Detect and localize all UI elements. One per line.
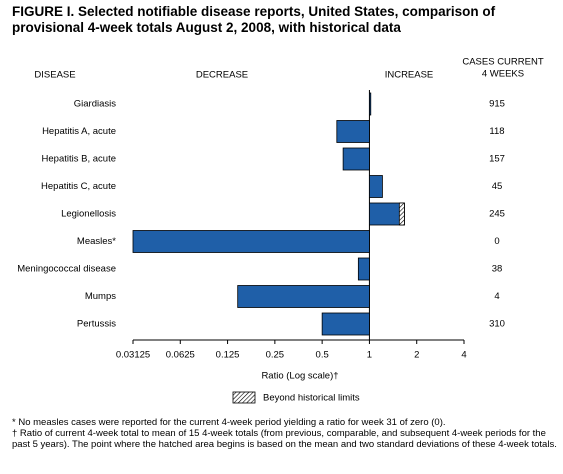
bar (237, 285, 370, 308)
y-tick-label: Hepatitis A, acute (42, 126, 116, 137)
x-tick-label: 0.25 (266, 350, 285, 361)
bar (357, 257, 370, 281)
x-tick-label: 4 (461, 350, 466, 361)
column-header: 4 WEEKS (482, 69, 524, 80)
x-tick-label: 0.5 (316, 350, 329, 361)
bar (321, 312, 370, 336)
y-tick-label: Hepatitis B, acute (42, 154, 116, 165)
y-tick-label: Measles* (77, 236, 116, 247)
y-tick-label: Legionellosis (61, 209, 116, 220)
cases-value: 45 (492, 181, 503, 192)
x-tick-label: 2 (414, 350, 419, 361)
y-tick-label: Mumps (85, 291, 116, 302)
decrease-label: DECREASE (196, 70, 248, 81)
cases-value: 0 (494, 236, 499, 247)
column-header: CASES CURRENT (462, 57, 543, 68)
x-axis-label: Ratio (Log scale)† (261, 371, 338, 382)
cases-value: 4 (494, 291, 499, 302)
beyond-limits (398, 202, 405, 226)
x-tick-label: 0.03125 (116, 350, 150, 361)
footnote: † Ratio of current 4-week total to mean … (12, 428, 557, 450)
y-tick-label: Giardiasis (74, 99, 116, 110)
increase-label: INCREASE (385, 70, 434, 81)
cases-value: 310 (489, 319, 505, 330)
legend-label: Beyond historical limits (263, 393, 360, 404)
x-tick-label: 0.0625 (166, 350, 195, 361)
legend-swatch (232, 391, 256, 404)
bar (132, 230, 370, 253)
x-tick-label: 1 (367, 350, 372, 361)
x-tick-label: 0.125 (216, 350, 240, 361)
chart-title: FIGURE I. Selected notifiable disease re… (12, 4, 496, 35)
cases-value: 38 (492, 264, 503, 275)
bar (336, 120, 370, 143)
y-tick-label: Hepatitis C, acute (41, 181, 116, 192)
y-tick-label: Meningococcal disease (17, 264, 116, 275)
bar (369, 92, 372, 116)
cases-value: 915 (489, 99, 505, 110)
column-header: DISEASE (34, 70, 75, 81)
bar (369, 175, 383, 198)
bar (342, 147, 370, 171)
footnote: * No measles cases were reported for the… (12, 417, 446, 428)
cases-value: 157 (489, 154, 505, 165)
cases-value: 245 (489, 209, 505, 220)
y-tick-label: Pertussis (77, 319, 116, 330)
cases-value: 118 (489, 126, 504, 137)
